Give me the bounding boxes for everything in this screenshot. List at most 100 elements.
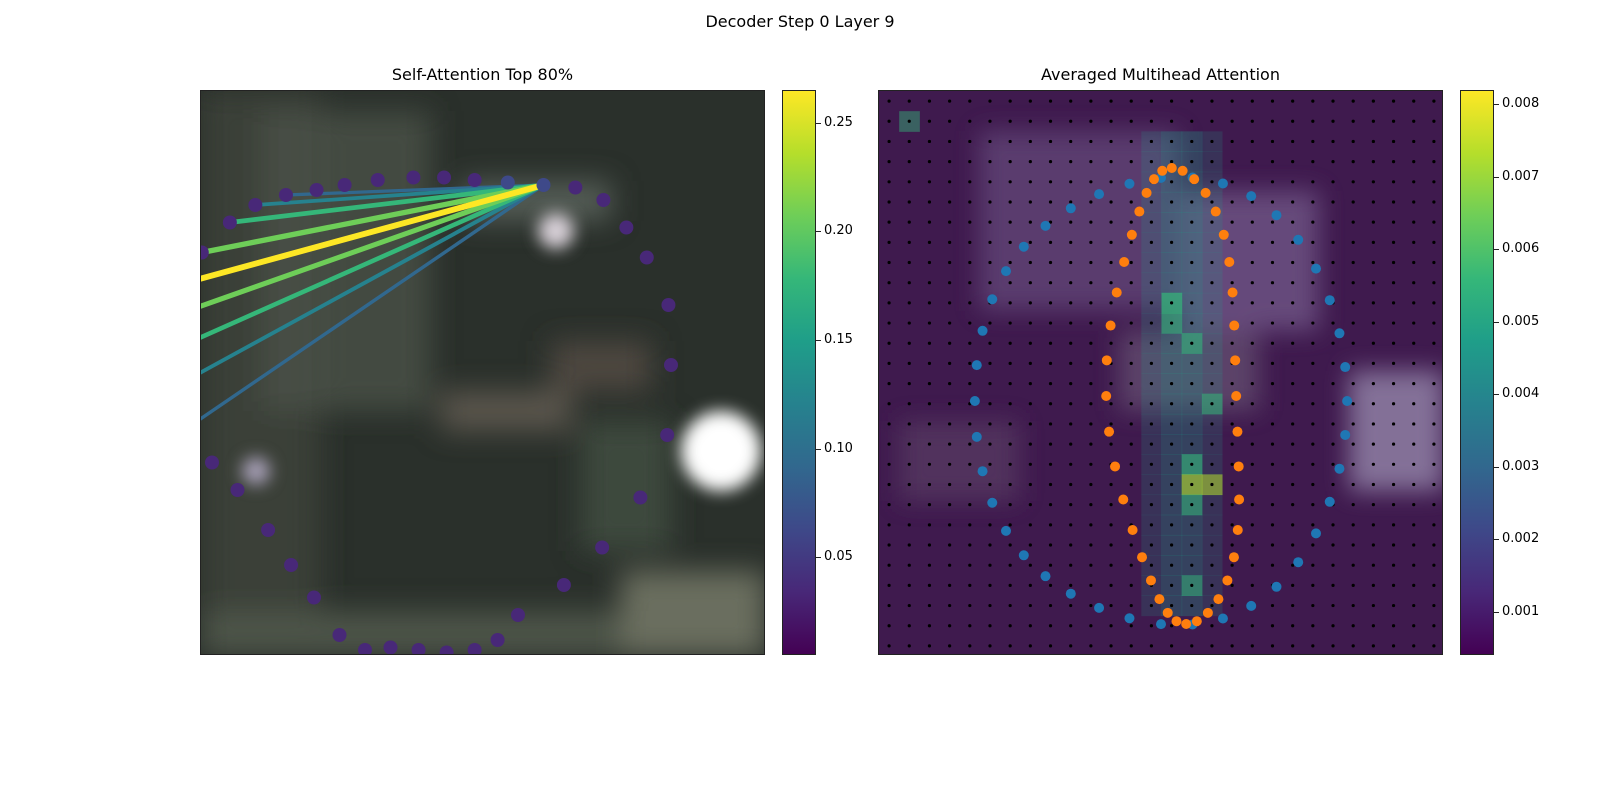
grid-dot [927, 119, 932, 123]
grid-dot [1048, 200, 1053, 204]
grid-dot [1270, 381, 1275, 386]
grid-dot [1089, 523, 1093, 527]
grid-dot [1169, 220, 1174, 224]
grid-dot [1311, 139, 1315, 144]
grid-dot [968, 624, 972, 628]
grid-dot [1190, 301, 1194, 305]
grid-dot [1089, 422, 1093, 426]
grid-dot [1048, 220, 1053, 224]
grid-dot [1089, 543, 1093, 547]
grid-dot [927, 361, 932, 366]
grid-dot [1028, 180, 1032, 184]
grid-dot [1129, 442, 1133, 446]
grid-dot [988, 119, 992, 123]
grid-dot [1250, 462, 1254, 466]
grid-dot [907, 523, 911, 527]
grid-dot [1391, 341, 1396, 345]
keypoint [639, 250, 654, 265]
grid-dot [1311, 402, 1315, 406]
grid-dot [1291, 260, 1295, 265]
grid-dot [1371, 180, 1375, 184]
grid-dot [1149, 442, 1154, 446]
grid-dot [1250, 442, 1254, 446]
grid-dot [1270, 180, 1275, 184]
contour-point-orange [1149, 174, 1160, 185]
keypoint [664, 358, 678, 372]
grid-dot [1250, 402, 1254, 406]
grid-dot [1008, 301, 1012, 305]
grid-dot [1190, 442, 1194, 446]
contour-point-blue [987, 497, 998, 508]
grid-dot [1169, 442, 1174, 446]
contour-point-blue [1340, 362, 1351, 373]
contour-point-orange [1233, 461, 1244, 472]
grid-dot [968, 240, 972, 244]
grid-dot [1270, 543, 1275, 547]
grid-dot [1069, 160, 1073, 164]
grid-dot [1069, 139, 1073, 144]
grid-dot [907, 624, 911, 628]
grid-dot [1311, 99, 1315, 103]
grid-dot [968, 361, 972, 366]
grid-dot [1109, 220, 1113, 224]
grid-dot [1311, 442, 1315, 446]
grid-dot [1149, 381, 1154, 386]
heatmap-background [879, 91, 1442, 654]
grid-dot [1008, 281, 1012, 285]
grid-dot [1190, 281, 1194, 285]
grid-dot [968, 442, 972, 446]
grid-dot [1270, 361, 1275, 366]
grid-dot [968, 341, 972, 345]
grid-dot [1250, 301, 1254, 305]
keypoint [201, 245, 209, 260]
grid-dot [1250, 482, 1254, 487]
grid-dot [1149, 563, 1154, 567]
grid-dot [1250, 139, 1254, 144]
contour-point-orange [1231, 391, 1242, 401]
attention-edge [201, 182, 545, 309]
grid-dot [1109, 341, 1113, 345]
grid-dot [948, 523, 952, 527]
grid-dot [1169, 462, 1174, 466]
grid-dot [1149, 220, 1154, 224]
grid-dot [1210, 422, 1214, 426]
grid-dot [1371, 160, 1375, 164]
keypoint [261, 523, 276, 537]
grid-dot [1291, 160, 1295, 164]
grid-dot [1210, 462, 1214, 466]
grid-dot [1190, 321, 1194, 325]
grid-dot [1008, 422, 1012, 426]
grid-dot [1270, 200, 1275, 204]
grid-dot [1432, 381, 1436, 386]
grid-dot [1028, 624, 1032, 628]
grid-dot [1412, 260, 1416, 265]
grid-dot [948, 462, 952, 466]
grid-dot [1250, 99, 1254, 103]
grid-dot [1250, 563, 1254, 567]
grid-dot [968, 180, 972, 184]
grid-dot [927, 301, 932, 305]
grid-dot [1432, 644, 1436, 648]
grid-dot [968, 422, 972, 426]
grid-dot [1089, 220, 1093, 224]
grid-dot [1129, 462, 1133, 466]
grid-dot [1190, 119, 1194, 123]
grid-dot [1008, 624, 1012, 628]
grid-dot [927, 523, 932, 527]
grid-dot [1210, 240, 1214, 244]
grid-dot [1008, 240, 1012, 244]
grid-dot [968, 462, 972, 466]
grid-dot [1391, 583, 1396, 587]
grid-dot [1432, 583, 1436, 587]
grid-dot [1270, 503, 1275, 507]
grid-dot [1149, 523, 1154, 527]
grid-dot [1028, 442, 1032, 446]
grid-dot [1371, 462, 1375, 466]
grid-dot [1190, 462, 1194, 466]
grid-dot [1109, 200, 1113, 204]
grid-dot [1291, 99, 1295, 103]
grid-dot [1351, 422, 1355, 426]
grid-dot [907, 139, 911, 144]
grid-dot [1230, 99, 1234, 103]
grid-dot [1391, 523, 1396, 527]
